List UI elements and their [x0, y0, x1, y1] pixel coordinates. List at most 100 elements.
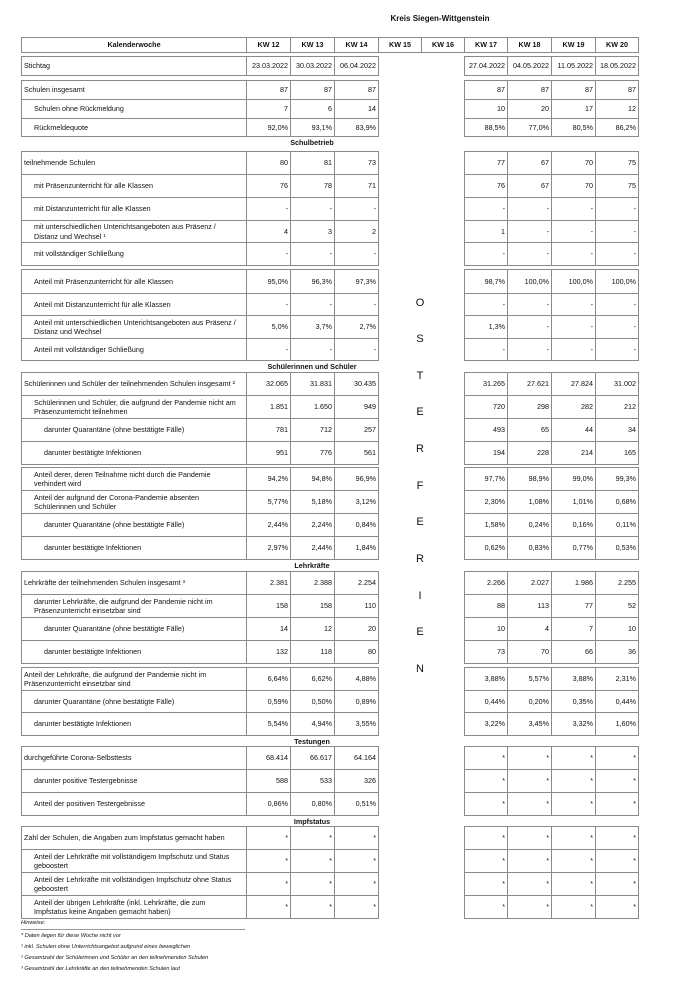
holiday-letter: O: [415, 297, 425, 309]
row-label: Schülerinnen und Schüler, die aufgrund d…: [21, 395, 247, 419]
value-cell: *: [507, 769, 552, 793]
value-cell: -: [595, 293, 639, 316]
value-cell: 2.255: [595, 571, 639, 595]
stichtag-date: 27.04.2022: [464, 56, 508, 76]
value-cell: 32.065: [246, 372, 291, 396]
value-cell: 2,97%: [246, 536, 291, 560]
value-cell: 1.650: [290, 395, 335, 419]
value-cell: 776: [290, 441, 335, 465]
value-cell: 70: [507, 640, 552, 664]
value-cell: 92,0%: [246, 118, 291, 137]
row-label: darunter Quarantäne (ohne bestätigte Fäl…: [21, 513, 247, 537]
value-cell: *: [464, 826, 508, 850]
value-cell: *: [464, 746, 508, 770]
row-label: Lehrkräfte der teilnehmenden Schulen ins…: [21, 571, 247, 595]
notes-divider: [21, 929, 245, 930]
value-cell: -: [464, 338, 508, 361]
value-cell: -: [334, 242, 379, 266]
value-cell: 110: [334, 594, 379, 618]
value-cell: 6: [290, 99, 335, 119]
value-cell: 12: [595, 99, 639, 119]
value-cell: *: [334, 872, 379, 896]
holiday-letter: E: [416, 516, 424, 528]
value-cell: 228: [507, 441, 552, 465]
value-cell: 2,44%: [290, 536, 335, 560]
holiday-letter: E: [416, 406, 424, 418]
value-cell: 3,45%: [507, 712, 552, 736]
value-cell: 0,86%: [246, 792, 291, 816]
value-cell: -: [507, 315, 552, 339]
value-cell: *: [507, 746, 552, 770]
value-cell: *: [246, 849, 291, 873]
value-cell: 34: [595, 418, 639, 442]
value-cell: 0,44%: [464, 690, 508, 713]
value-cell: 0,16%: [551, 513, 596, 537]
section-heading: Impfstatus: [293, 817, 331, 826]
value-cell: 87: [595, 80, 639, 100]
value-cell: *: [464, 849, 508, 873]
value-cell: *: [551, 769, 596, 793]
row-label: Anteil derer, deren Teilnahme nicht durc…: [21, 467, 247, 491]
value-cell: *: [507, 849, 552, 873]
value-cell: -: [334, 197, 379, 221]
value-cell: -: [551, 338, 596, 361]
value-cell: *: [507, 826, 552, 850]
value-cell: 78: [290, 174, 335, 198]
value-cell: 5,18%: [290, 490, 335, 514]
value-cell: *: [246, 872, 291, 896]
value-cell: 87: [507, 80, 552, 100]
section-heading: Lehrkräfte: [294, 561, 330, 570]
row-label: darunter Quarantäne (ohne bestätigte Fäl…: [21, 690, 247, 713]
row-label: darunter bestätigte Infektionen: [21, 441, 247, 465]
row-label: Anteil der Lehrkräfte mit vollständigen …: [21, 872, 247, 896]
value-cell: 98,7%: [464, 269, 508, 294]
value-cell: 0,11%: [595, 513, 639, 537]
value-cell: 88,5%: [464, 118, 508, 137]
value-cell: 100,0%: [595, 269, 639, 294]
value-cell: *: [595, 849, 639, 873]
value-cell: -: [464, 197, 508, 221]
row-label: mit Distanzunterricht für alle Klassen: [21, 197, 247, 221]
value-cell: 17: [551, 99, 596, 119]
value-cell: 949: [334, 395, 379, 419]
value-cell: -: [246, 293, 291, 316]
value-cell: 0,62%: [464, 536, 508, 560]
value-cell: 2,7%: [334, 315, 379, 339]
value-cell: 36: [595, 640, 639, 664]
week-header: KW 19: [551, 37, 596, 53]
value-cell: 6,62%: [290, 667, 335, 691]
value-cell: 1,60%: [595, 712, 639, 736]
value-cell: 2.388: [290, 571, 335, 595]
value-cell: 158: [290, 594, 335, 618]
value-cell: 0,83%: [507, 536, 552, 560]
week-header: KW 13: [290, 37, 335, 53]
value-cell: -: [334, 338, 379, 361]
week-header: KW 14: [334, 37, 379, 53]
row-label: Anteil mit Präsenzunterricht für alle Kl…: [21, 269, 247, 294]
value-cell: 31.265: [464, 372, 508, 396]
value-cell: -: [551, 242, 596, 266]
value-cell: 1,84%: [334, 536, 379, 560]
value-cell: 87: [246, 80, 291, 100]
value-cell: 0,89%: [334, 690, 379, 713]
value-cell: 86,2%: [595, 118, 639, 137]
value-cell: 14: [246, 617, 291, 641]
value-cell: 94,2%: [246, 467, 291, 491]
note: * Daten liegen für diese Woche nicht vor: [21, 933, 121, 939]
value-cell: 1,01%: [551, 490, 596, 514]
value-cell: 100,0%: [507, 269, 552, 294]
holiday-letter: S: [416, 333, 424, 345]
value-cell: 3: [290, 220, 335, 243]
row-label: Anteil der aufgrund der Corona-Pandemie …: [21, 490, 247, 514]
value-cell: 75: [595, 151, 639, 175]
value-cell: 7: [551, 617, 596, 641]
value-cell: -: [595, 315, 639, 339]
value-cell: 158: [246, 594, 291, 618]
row-label: Anteil der positiven Testergebnisse: [21, 792, 247, 816]
value-cell: 65: [507, 418, 552, 442]
value-cell: 73: [334, 151, 379, 175]
value-cell: 165: [595, 441, 639, 465]
value-cell: 4: [507, 617, 552, 641]
value-cell: 2.381: [246, 571, 291, 595]
value-cell: 781: [246, 418, 291, 442]
